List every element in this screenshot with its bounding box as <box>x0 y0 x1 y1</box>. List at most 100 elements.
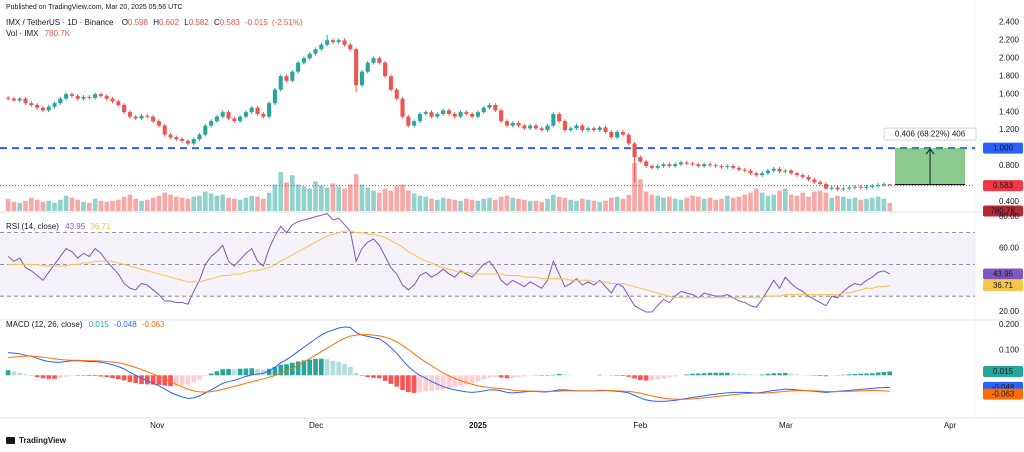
volume-bar <box>23 200 28 211</box>
volume-bar <box>609 197 614 211</box>
candle-body <box>876 184 881 186</box>
histogram-bar <box>87 375 92 377</box>
candle-body <box>255 107 260 114</box>
candle-body <box>412 121 417 126</box>
plot-layer: 2.400 2.200 2.000 1.800 1.600 1.400 1.200 0.800… <box>0 0 1024 430</box>
y-tick-label: 1.400 <box>999 107 1020 116</box>
candle-body <box>464 112 469 114</box>
volume-bar <box>191 196 197 211</box>
volume-bar <box>139 200 144 211</box>
volume-bar <box>249 195 255 211</box>
histogram-bar <box>423 375 429 392</box>
histogram-bar <box>539 375 545 376</box>
candle-body <box>742 169 747 171</box>
volume-bar <box>533 200 539 211</box>
axis-badge-label: -0.048 <box>992 383 1015 392</box>
volume-bar <box>672 198 678 211</box>
candle-body <box>754 173 759 176</box>
series-line <box>7 213 890 313</box>
histogram-bar <box>864 373 869 376</box>
x-tick-label: Dec <box>309 421 323 430</box>
histogram-bar <box>870 373 875 376</box>
histogram-bar <box>690 373 695 376</box>
volume-bar <box>881 198 887 211</box>
candle-body <box>249 107 254 113</box>
ohlc-label: L <box>184 18 189 27</box>
histogram-bar <box>110 375 115 379</box>
volume-bar <box>162 192 168 211</box>
volume-bar <box>150 197 156 211</box>
histogram-bar <box>75 375 81 376</box>
volume-bar <box>527 200 533 211</box>
candle-body <box>348 44 353 50</box>
x-tick-label: Apr <box>944 421 957 430</box>
volume-bar <box>145 199 150 211</box>
candle-body <box>620 131 625 135</box>
y-tick-label: 1.600 <box>999 89 1020 98</box>
histogram-bar <box>469 375 475 384</box>
candle-body <box>800 175 805 177</box>
candle-body <box>597 127 602 131</box>
histogram-bar <box>504 375 510 379</box>
volume-bar <box>290 175 295 211</box>
volume-bar <box>632 163 637 211</box>
histogram-bar <box>748 374 753 376</box>
volume-bar <box>498 196 504 211</box>
candle-body <box>417 113 422 122</box>
high-value: 0.602 <box>159 18 180 27</box>
volume-bar <box>696 196 701 211</box>
histogram-bar <box>92 375 98 377</box>
candle-body <box>760 173 765 176</box>
volume-bar <box>875 196 881 211</box>
histogram-bar <box>313 358 318 376</box>
axis-badge <box>983 268 1023 280</box>
candle-body <box>626 134 631 144</box>
candle-body <box>429 112 434 117</box>
candle-body <box>783 170 788 172</box>
histogram-bar <box>684 374 690 376</box>
histogram-bar <box>875 372 881 376</box>
histogram-bar <box>307 359 313 376</box>
histogram-bar <box>394 375 400 387</box>
volume-bar <box>406 190 411 211</box>
volume-bar <box>771 194 777 211</box>
volume-bar <box>864 198 869 211</box>
volume-bar <box>846 198 852 211</box>
histogram-bar <box>58 375 63 379</box>
volume-bar <box>742 194 748 211</box>
histogram-bar <box>823 375 829 377</box>
candle-body <box>35 104 40 108</box>
histogram-bar <box>440 375 446 390</box>
volume-bar <box>220 194 226 211</box>
rsi-ma-value: 36.71 <box>90 222 111 231</box>
axis-badge-label: 780.7K <box>990 207 1016 216</box>
histogram-bar <box>290 362 295 376</box>
position-arrow-head <box>925 148 935 155</box>
candle-body <box>69 94 74 96</box>
candle-body <box>829 187 834 189</box>
candle-body <box>296 62 301 72</box>
candle-body <box>156 121 161 126</box>
histogram-bar <box>730 373 736 376</box>
candle-body <box>87 96 92 98</box>
volume-bar <box>585 199 591 211</box>
histogram-bar <box>626 375 632 377</box>
histogram-bar <box>278 364 284 376</box>
candle-body <box>777 168 782 172</box>
volume-bar <box>713 199 719 211</box>
histogram-bar <box>46 375 52 379</box>
histogram-bar <box>736 373 742 376</box>
volume-bar <box>777 190 782 211</box>
candle-body <box>765 170 770 174</box>
candle-body <box>209 121 214 126</box>
candle-body <box>226 112 231 119</box>
y-tick-label: 2.200 <box>999 35 1020 44</box>
candle-body <box>435 113 440 117</box>
volume-bar <box>301 186 307 211</box>
volume-bar <box>510 197 516 211</box>
volume-bar <box>133 198 139 211</box>
candle-body <box>690 163 695 165</box>
candle-body <box>638 157 643 162</box>
